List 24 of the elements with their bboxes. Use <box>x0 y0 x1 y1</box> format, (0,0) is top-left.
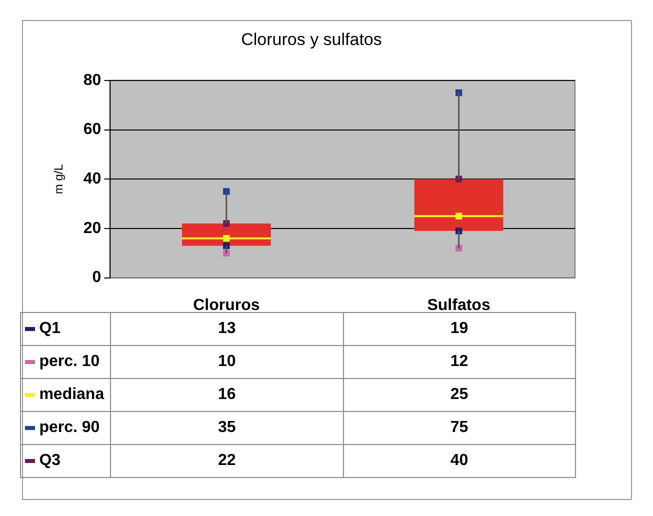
data-label: 22 <box>110 444 344 478</box>
legend-label: mediana <box>20 378 111 412</box>
y-tick-label: 40 <box>83 170 102 188</box>
data-label: 10 <box>110 345 344 378</box>
y-tick-label: 0 <box>92 269 102 286</box>
data-label: 12 <box>343 345 576 378</box>
legend-label: perc. 10 <box>20 345 111 378</box>
legend-label: perc. 90 <box>20 411 111 444</box>
data-label: 19 <box>343 312 576 346</box>
y-axis-title: m g/L <box>52 164 66 194</box>
legend-label: Q3 <box>20 444 111 478</box>
data-label: 35 <box>110 411 344 444</box>
y-tick-label: 60 <box>83 121 102 138</box>
data-label: 40 <box>343 444 576 478</box>
data-label: 25 <box>343 378 576 412</box>
y-tick-label: 80 <box>83 72 102 89</box>
y-tick-label: 20 <box>83 220 102 237</box>
data-label: 75 <box>343 411 576 444</box>
x-tick-label: Cloruros <box>193 296 260 314</box>
chart-title: Cloruros y sulfatos <box>241 30 382 49</box>
legend-label: Q1 <box>20 312 111 346</box>
data-label: 16 <box>110 378 344 412</box>
data-label: 13 <box>110 312 344 346</box>
x-tick-label: Sulfatos <box>427 296 490 314</box>
